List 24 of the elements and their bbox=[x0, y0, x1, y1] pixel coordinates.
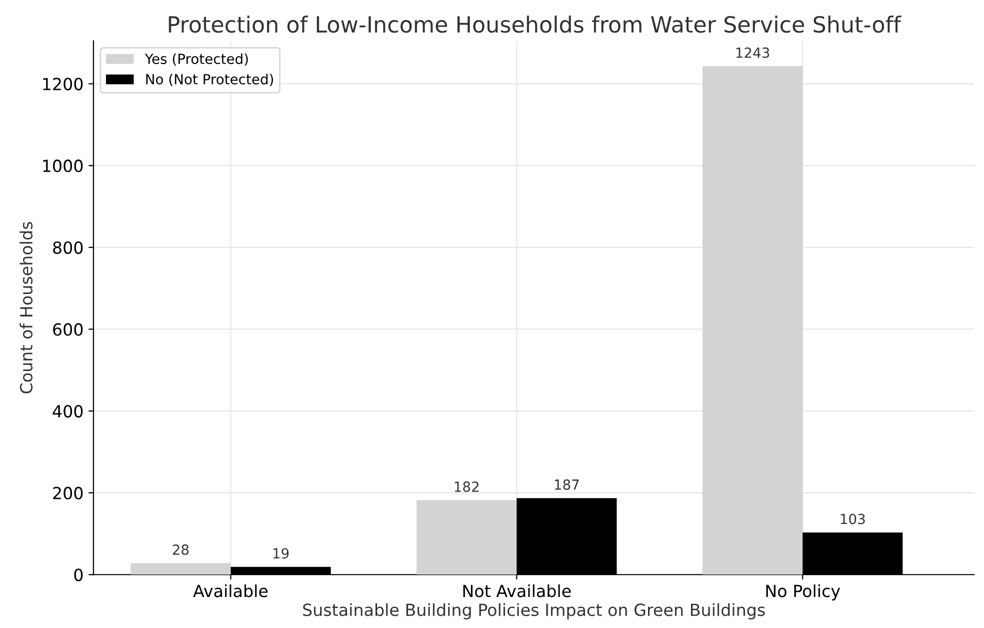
y-tick-label: 200 bbox=[53, 486, 83, 500]
data-label: 187 bbox=[554, 479, 579, 490]
data-label: 1243 bbox=[736, 47, 770, 58]
bar bbox=[416, 500, 517, 575]
x-tick-label: No Policy bbox=[766, 584, 840, 600]
y-tick-label: 400 bbox=[52, 404, 83, 418]
y-tick-label: 1000 bbox=[43, 160, 83, 172]
y-tick-label: 800 bbox=[53, 241, 83, 254]
data-label: 19 bbox=[273, 548, 289, 559]
data-label: 103 bbox=[840, 514, 865, 524]
chart-title: Protection of Low-Income Households from Water Service Shut-off bbox=[168, 16, 902, 33]
bar bbox=[130, 563, 231, 575]
y-tick-label: 1200 bbox=[43, 78, 83, 90]
legend-label: Yes (Protected) bbox=[144, 53, 248, 66]
legend-label: No (Not Protected) bbox=[146, 74, 274, 86]
data-label: 28 bbox=[172, 544, 189, 555]
data-label: 182 bbox=[454, 481, 478, 492]
y-axis-title: Count of Households bbox=[20, 222, 33, 394]
y-tick-label: 0 bbox=[74, 568, 83, 582]
x-axis-title: Sustainable Building Policies Impact on Green Buildings bbox=[303, 603, 765, 620]
bar bbox=[702, 66, 803, 575]
x-tick-label: Not Available bbox=[463, 584, 571, 598]
y-tick-label: 600 bbox=[53, 323, 83, 336]
x-tick-label: Available bbox=[193, 584, 268, 598]
